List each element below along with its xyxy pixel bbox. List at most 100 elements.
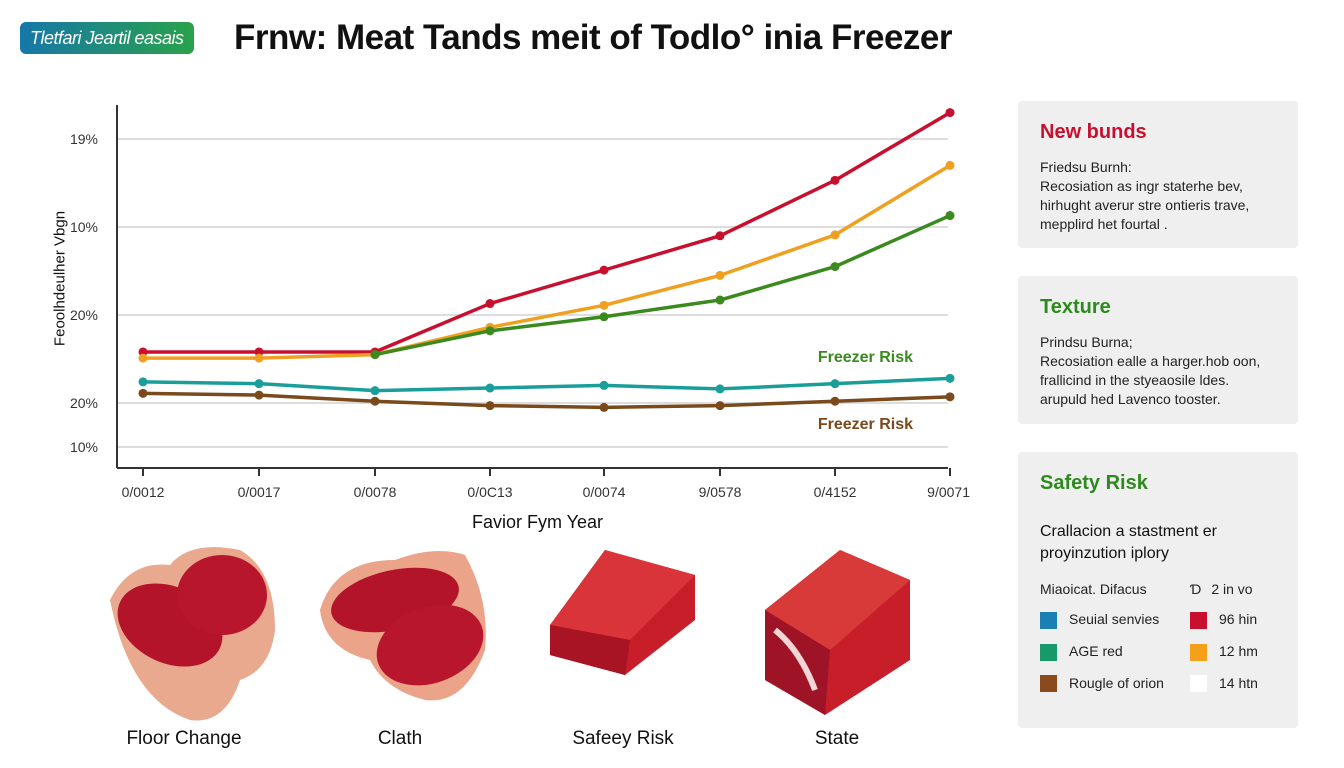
data-point	[485, 326, 495, 336]
hand-drawn-d-icon: Ɗ	[1190, 581, 1202, 597]
data-point	[485, 401, 495, 411]
series-line-0	[143, 111, 951, 354]
legend-item: Rougle of orion	[1040, 675, 1190, 693]
legend: Miaoicat. Difacus Ɗ 2 in vo Seuial senvie…	[1040, 581, 1276, 693]
data-point	[138, 347, 148, 357]
card-body: Recosiation ealle a harger.hob oon, fral…	[1040, 353, 1261, 407]
data-point	[254, 390, 264, 400]
legend-card-heading: Crallacion a stastment er proyinzution i…	[1040, 523, 1217, 562]
y-tick-label: 10%	[70, 439, 98, 455]
y-tick-label: 20%	[70, 395, 98, 411]
meat-image-4	[765, 550, 910, 715]
header-badge: Tletfari Jeartil easais	[20, 22, 194, 54]
data-point	[715, 401, 725, 411]
legend-item-label: AGE red	[1069, 642, 1123, 659]
data-point	[715, 295, 725, 305]
x-tick-label: 0/0017	[238, 484, 281, 500]
meat-label: Safeey Risk	[572, 728, 674, 749]
data-point	[370, 386, 380, 396]
data-point	[485, 383, 495, 393]
legend-col2-header: 2 in vo	[1211, 581, 1253, 597]
x-tick-label: 0/4152	[814, 484, 857, 500]
series-line-4	[142, 391, 951, 410]
meat-image-2	[320, 551, 486, 701]
x-axis-label: Favior Fym Year	[472, 512, 604, 532]
line-chart: 19% 10% 20% 20% 10% 0/0012 0/0017 0/0078 0/0C13 0…	[70, 105, 970, 500]
meat-image-1	[110, 547, 275, 721]
data-point	[945, 392, 955, 402]
data-point	[370, 350, 380, 360]
meat-image-3	[550, 550, 695, 675]
y-tick-label: 10%	[70, 219, 98, 235]
legend-item-label: 96 hin	[1219, 611, 1258, 627]
legend-item: Seuial senvies	[1040, 611, 1190, 629]
series-line-2	[374, 213, 951, 357]
data-point	[830, 175, 840, 185]
card-title: Texture	[1040, 296, 1111, 318]
data-point	[945, 160, 955, 170]
y-axis-label: Feoolhdeulher Vbgn	[51, 210, 69, 347]
data-point	[599, 402, 609, 412]
meat-label: Floor Change	[126, 728, 242, 749]
x-tick-label: 0/0074	[583, 484, 626, 500]
meat-label: State	[814, 728, 860, 749]
legend-item-label: Seuial senvies	[1069, 611, 1160, 627]
card-subtitle: Prindsu Burna;	[1040, 334, 1133, 350]
legend-swatch	[1190, 643, 1207, 661]
legend-item-label: 12 hm	[1219, 642, 1258, 659]
data-point	[138, 353, 148, 363]
card-title: New bunds	[1040, 121, 1147, 143]
y-tick-label: 20%	[70, 307, 98, 323]
legend-item: 14 htn	[1190, 675, 1290, 693]
legend-card: Safety Risk Crallacion a stastment er pr…	[1018, 452, 1298, 728]
x-tick-label: 0/0C13	[467, 484, 512, 500]
data-point	[138, 377, 148, 387]
legend-swatch	[1040, 675, 1057, 693]
x-tick-label: 0/0078	[354, 484, 397, 500]
data-point	[138, 388, 148, 398]
legend-swatch	[1040, 643, 1057, 661]
legend-swatch	[1040, 611, 1057, 629]
data-point	[830, 396, 840, 406]
data-point	[715, 270, 725, 280]
data-point	[370, 396, 380, 406]
data-point	[599, 300, 609, 310]
legend-card-title: Safety Risk	[1040, 472, 1148, 494]
data-point	[485, 299, 495, 309]
data-point	[945, 373, 955, 383]
annotation-freezer-risk: Freezer Risk	[818, 416, 913, 433]
annotation-freezer-risk: Freezer Risk	[818, 349, 913, 366]
legend-swatch	[1190, 675, 1207, 693]
data-point	[254, 353, 264, 363]
data-point	[945, 108, 955, 118]
legend-item: 96 hin	[1190, 611, 1290, 629]
legend-item-label: 14 htn	[1219, 674, 1258, 691]
series-line-1	[143, 163, 951, 360]
card-subtitle: Friedsu Burnh:	[1040, 159, 1132, 175]
info-card-new-bunds: New bunds Friedsu Burnh: Recosiation as …	[1018, 101, 1298, 248]
info-card-texture: Texture Prindsu Burna; Recosiation ealle…	[1018, 276, 1298, 424]
series-line-3	[142, 376, 951, 393]
legend-item: AGE red	[1040, 643, 1190, 661]
meat-label: Clath	[377, 728, 423, 749]
legend-item: 12 hm	[1190, 643, 1290, 661]
data-point	[599, 380, 609, 390]
x-tick-label: 9/0071	[927, 484, 970, 500]
data-point	[254, 379, 264, 389]
data-point	[254, 347, 264, 357]
data-point	[599, 312, 609, 322]
page-title: Frnw: Meat Tands meit of Todlo° inia Fre…	[234, 18, 953, 57]
data-point	[599, 265, 609, 275]
data-point	[715, 384, 725, 394]
card-body: Recosiation as ingr staterhe bev, hirhug…	[1040, 178, 1250, 232]
y-tick-label: 19%	[70, 131, 98, 147]
legend-item-label: Rougle of orion	[1069, 674, 1164, 691]
data-point	[715, 231, 725, 241]
data-point	[830, 230, 840, 240]
data-point	[830, 262, 840, 272]
legend-col1-header: Miaoicat. Difacus	[1040, 581, 1147, 597]
data-point	[945, 211, 955, 221]
x-tick-label: 0/0012	[122, 484, 165, 500]
x-tick-label: 9/0578	[699, 484, 742, 500]
data-point	[830, 379, 840, 389]
